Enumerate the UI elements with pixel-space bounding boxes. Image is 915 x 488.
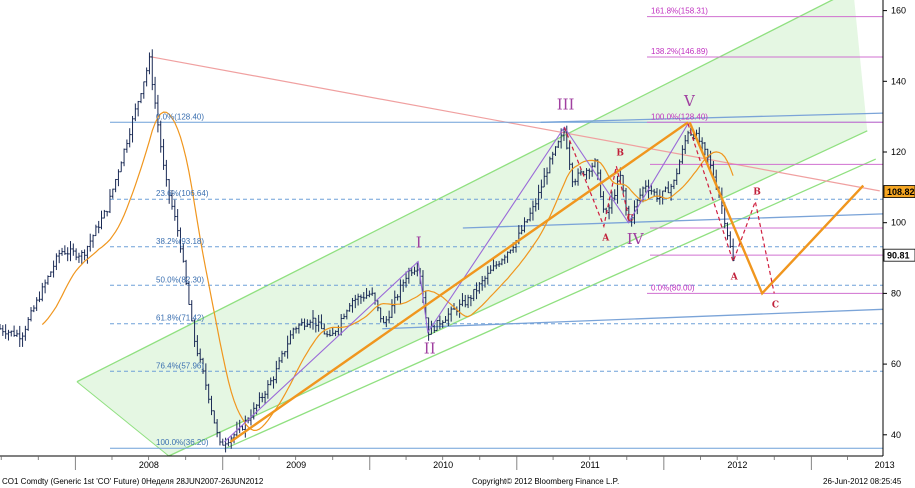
retracement-label-0: 0.0%(128.40) (156, 112, 204, 121)
price-badge-label-0: 108.82 (887, 187, 915, 197)
wave-label-III: III (557, 96, 575, 114)
wave-label-c1: C (627, 214, 634, 224)
channel-upper-line (76, 0, 834, 383)
wave-lines (224, 121, 865, 443)
wave-label-c2: C (772, 301, 779, 311)
channel-left-edge (76, 381, 170, 457)
moving-average (41, 111, 734, 432)
wave-label-b2: B (753, 187, 761, 197)
wave-label-a2: A (730, 272, 739, 282)
retracement-label-4: 61.8%(71.42) (156, 314, 204, 323)
extension-label-3: 0.0%(80.00) (651, 283, 695, 292)
y-tick-label-140: 140 (891, 76, 906, 86)
trend-channels (76, 0, 884, 457)
extension-label-1: 138.2%(146.89) (651, 47, 708, 56)
moving-average-line (41, 111, 734, 432)
x-tick-label-2009: 2009 (286, 460, 306, 470)
y-tick-label-120: 120 (891, 147, 906, 157)
axes: 40 60 80 100 120 140 160 2008 2009 2010 2011 2012 20… (0, 0, 906, 470)
orange-projection-line (688, 121, 865, 296)
x-tick-label-2012: 2012 (727, 460, 747, 470)
price-bars (0, 49, 735, 453)
extension-label-0: 161.8%(158.31) (651, 7, 708, 16)
extension-label-2: 100.0%(128.40) (651, 112, 708, 121)
wave-label-II: II (424, 339, 436, 357)
orange-trend-line (229, 121, 689, 443)
footer-instrument: CO1 Comdty (Generic 1st 'CO' Future) 0Не… (2, 477, 264, 486)
support-line-mid (462, 213, 884, 229)
wave-label-IV: IV (627, 230, 645, 248)
x-tick-label-2013: 2013 (875, 460, 895, 470)
footer: CO1 Comdty (Generic 1st 'CO' Future) 0Не… (2, 477, 902, 486)
wave-label-b1: B (616, 149, 624, 159)
resistance-line (540, 112, 884, 123)
retracement-label-2: 38.2%(93.18) (156, 237, 204, 246)
wave-label-I: I (416, 233, 422, 251)
price-badge-0 (883, 185, 915, 198)
impulse-wave-line (224, 123, 689, 443)
channel-lower-line (168, 130, 868, 457)
x-tick-label-2011: 2011 (580, 460, 599, 470)
footer-copyright: Copyright© 2012 Bloomberg Finance L.P. (472, 477, 619, 486)
wave-label-V: V (683, 92, 696, 110)
fibonacci-labels: 0.0%(128.40) 23.6%(106.64) 38.2%(93.18) 50.… (156, 7, 708, 448)
retracement-label-1: 23.6%(106.64) (156, 189, 209, 198)
price-badge-label-1: 90.81 (887, 251, 910, 261)
y-tick-label-60: 60 (891, 359, 901, 369)
footer-timestamp: 26-Jun-2012 08:25:45 (823, 477, 902, 486)
price-badge-1 (883, 248, 915, 262)
correction-abc-2 (687, 123, 775, 294)
retracement-label-5: 76.4%(57.96) (156, 361, 204, 370)
retracement-label-6: 100.0%(36.20) (156, 438, 209, 447)
support-line-lower (382, 308, 884, 330)
retracement-label-3: 50.0%(82.30) (156, 275, 204, 284)
y-tick-label-80: 80 (891, 288, 901, 298)
wave-label-a1: A (601, 233, 610, 243)
y-tick-label-40: 40 (891, 430, 901, 440)
y-tick-label-160: 160 (891, 6, 906, 16)
x-tick-label-2010: 2010 (433, 460, 453, 470)
y-tick-label-100: 100 (891, 218, 906, 228)
price-badges: 108.82 90.81 (883, 185, 915, 262)
fibonacci-lines (110, 16, 883, 449)
x-tick-label-2008: 2008 (139, 460, 159, 470)
channel-mid-line (224, 158, 877, 450)
downtrend-line (149, 55, 880, 192)
